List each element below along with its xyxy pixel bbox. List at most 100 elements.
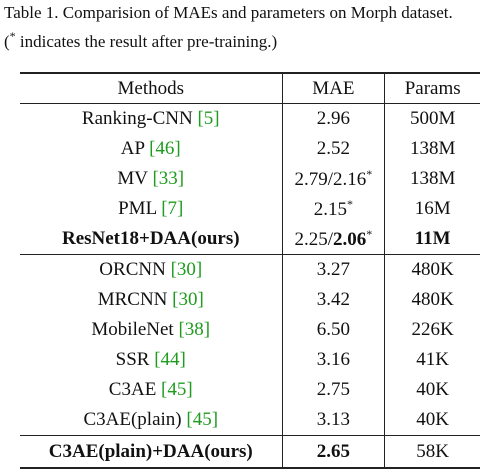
- text: SSR: [115, 349, 155, 370]
- params-cell: 40K: [385, 375, 480, 405]
- text: 2.79/2.16: [294, 169, 367, 190]
- text: 2.52: [316, 138, 351, 159]
- text: 138M: [409, 138, 456, 159]
- params-cell: 11M: [384, 224, 480, 255]
- text: 58K: [416, 440, 450, 462]
- params-cell: 16M: [385, 194, 480, 224]
- mae-cell: 2.52: [281, 134, 386, 164]
- header-cell: MAE: [281, 72, 386, 104]
- citation: [30]: [170, 259, 203, 280]
- citation: [38]: [178, 319, 211, 340]
- mae-cell: 3.42: [281, 285, 386, 315]
- mae-cell: 2.25/2.06*: [281, 224, 386, 255]
- params-cell: 500M: [385, 104, 480, 135]
- params-cell: 58K: [384, 435, 480, 469]
- method-cell: MobileNet [38]: [20, 315, 282, 345]
- method-cell: C3AE(plain) [45]: [20, 405, 283, 436]
- text: 2.15: [313, 199, 348, 220]
- mae-cell: 2.75: [281, 375, 386, 405]
- text: 3.27: [316, 259, 351, 280]
- text: 2.06: [333, 229, 367, 250]
- caption-line: Table 1. Comparision of MAEs and paramet…: [4, 3, 453, 23]
- mae-cell: 3.16: [281, 345, 386, 375]
- citation: [30]: [172, 289, 204, 310]
- superscript: *: [9, 29, 16, 43]
- text: Table 1. Comparision of MAEs and paramet…: [4, 3, 453, 22]
- header-cell: Params: [384, 72, 480, 104]
- table-row: PML [7] 2.15* 16M: [20, 194, 480, 224]
- text: ResNet18+DAA(ours): [61, 228, 240, 249]
- text: 2.96: [316, 108, 351, 129]
- superscript: *: [366, 227, 373, 241]
- method-cell: ResNet18+DAA(ours): [20, 224, 283, 255]
- text: ORCNN: [99, 259, 171, 280]
- method-cell: MRCNN [30]: [20, 285, 282, 315]
- text: 480K: [411, 259, 454, 280]
- citation: [33]: [152, 168, 185, 189]
- text: 2.75: [316, 379, 351, 400]
- table-row: C3AE(plain)+DAA(ours) 2.65 58K: [20, 435, 480, 469]
- text: 2.25/: [294, 229, 334, 250]
- table-row: MobileNet [38] 6.50 226K: [20, 315, 480, 345]
- mae-cell: 2.79/2.16*: [281, 164, 386, 194]
- params-cell: 41K: [385, 345, 480, 375]
- text: 226K: [411, 319, 454, 340]
- text: 16M: [414, 198, 451, 219]
- mae-cell: 3.27: [281, 254, 386, 285]
- text: 41K: [416, 349, 450, 370]
- method-cell: PML [7]: [20, 194, 282, 224]
- table-row: C3AE(plain) [45] 3.13 40K: [20, 405, 480, 436]
- table-row: AP [46] 2.52 138M: [20, 134, 480, 164]
- mae-cell: 6.50: [281, 315, 386, 345]
- params-cell: 138M: [385, 134, 480, 164]
- params-cell: 40K: [384, 405, 480, 436]
- method-cell: SSR [44]: [20, 345, 282, 375]
- citation: [44]: [154, 349, 186, 370]
- citation: [46]: [149, 138, 181, 159]
- text: C3AE(plain): [83, 409, 187, 430]
- citation: [45]: [186, 409, 219, 430]
- table-row: C3AE [45] 2.75 40K: [20, 375, 480, 405]
- method-cell: MV [33]: [20, 164, 282, 194]
- text: MobileNet: [91, 319, 179, 340]
- method-cell: C3AE(plain)+DAA(ours): [20, 435, 283, 469]
- text: 40K: [416, 409, 450, 430]
- superscript: *: [366, 167, 373, 181]
- table-row: MRCNN [30] 3.42 480K: [20, 285, 480, 315]
- text: 2.65: [316, 440, 351, 462]
- text: 138M: [409, 168, 456, 189]
- header-cell: Methods: [20, 72, 283, 104]
- text: C3AE(plain)+DAA(ours): [48, 440, 253, 462]
- text: 3.16: [316, 349, 351, 370]
- text: MRCNN: [97, 289, 173, 310]
- citation: [45]: [161, 379, 193, 400]
- text: Ranking-CNN: [81, 108, 198, 129]
- results-table: Methods MAE Params Ranking-CNN [5] 2.96 500M A…: [20, 72, 480, 469]
- superscript: *: [347, 197, 354, 211]
- mae-cell: 2.65: [281, 435, 386, 469]
- table-row: ORCNN [30] 3.27 480K: [20, 254, 480, 286]
- method-cell: Ranking-CNN [5]: [20, 104, 282, 135]
- caption-line: (* indicates the result after pre-traini…: [4, 29, 277, 52]
- text: indicates the result after pre-training.…: [15, 32, 278, 51]
- citation: [7]: [161, 198, 184, 219]
- text: AP: [120, 138, 150, 159]
- header-row: Methods MAE Params: [20, 72, 480, 104]
- method-cell: AP [46]: [20, 134, 282, 164]
- params-cell: 226K: [385, 315, 480, 345]
- table-row: MV [33] 2.79/2.16* 138M: [20, 164, 480, 194]
- params-cell: 138M: [385, 164, 480, 194]
- text: 3.13: [316, 409, 351, 430]
- table-row: Ranking-CNN [5] 2.96 500M: [20, 103, 480, 135]
- text: 6.50: [316, 319, 351, 340]
- text: 480K: [411, 289, 454, 310]
- text: 500M: [409, 108, 456, 129]
- method-cell: C3AE [45]: [20, 375, 282, 405]
- params-cell: 480K: [385, 255, 480, 286]
- text: 40K: [416, 379, 450, 400]
- table-row: SSR [44] 3.16 41K: [20, 345, 480, 375]
- text: (: [4, 32, 10, 51]
- mae-cell: 2.96: [281, 103, 386, 134]
- citation: [5]: [197, 108, 220, 129]
